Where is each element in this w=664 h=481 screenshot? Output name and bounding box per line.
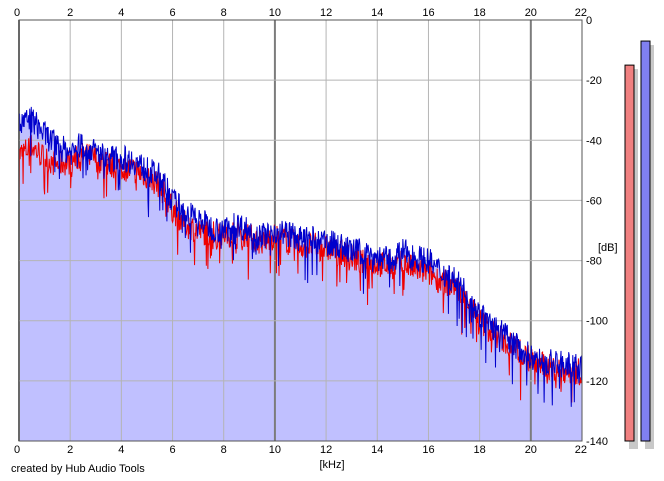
series-line-right-channel — [18, 106, 583, 407]
x-tick-label-bottom: 18 — [474, 444, 486, 456]
x-tick-label-bottom: 16 — [422, 444, 434, 456]
series-lines — [18, 106, 583, 407]
y-axis-label: [dB] — [598, 242, 618, 254]
x-tick-label-bottom: 10 — [269, 444, 281, 456]
x-tick-label-top: 4 — [118, 7, 124, 19]
x-tick-label-bottom: 14 — [371, 444, 383, 456]
y-tick-label: -100 — [586, 316, 608, 328]
x-tick-label-bottom: 6 — [169, 444, 175, 456]
level-meter-right — [640, 40, 651, 442]
spectrum-area — [19, 106, 582, 441]
x-tick-label-bottom: 0 — [14, 444, 20, 456]
x-tick-label-top: 22 — [575, 7, 587, 19]
y-tick-label: 0 — [586, 15, 592, 27]
x-tick-label-top: 12 — [320, 7, 332, 19]
axes: 002244668810101212141416161818202022220-… — [14, 7, 608, 456]
x-axis-label: [kHz] — [319, 459, 344, 471]
y-tick-label: -20 — [586, 75, 602, 87]
x-tick-label-top: 8 — [221, 7, 227, 19]
y-tick-label: -60 — [586, 195, 602, 207]
x-tick-label-top: 6 — [169, 7, 175, 19]
x-tick-label-bottom: 8 — [221, 444, 227, 456]
x-tick-label-bottom: 22 — [575, 444, 587, 456]
x-tick-label-bottom: 4 — [118, 444, 124, 456]
x-tick-label-bottom: 2 — [67, 444, 73, 456]
x-tick-label-top: 10 — [269, 7, 281, 19]
spectrum-fill — [19, 106, 582, 441]
x-tick-label-top: 18 — [474, 7, 486, 19]
y-tick-label: -80 — [586, 256, 602, 268]
y-tick-label: -40 — [586, 135, 602, 147]
series-line-left-channel — [18, 135, 583, 403]
credit-text: created by Hub Audio Tools — [11, 463, 145, 475]
plot-frame — [18, 19, 583, 442]
level-meter-left — [624, 64, 635, 442]
x-tick-label-bottom: 20 — [525, 444, 537, 456]
y-tick-label: -140 — [586, 436, 608, 448]
x-tick-label-bottom: 12 — [320, 444, 332, 456]
y-tick-label: -120 — [586, 376, 608, 388]
x-tick-label-top: 14 — [371, 7, 383, 19]
x-tick-label-top: 2 — [67, 7, 73, 19]
x-tick-label-top: 20 — [525, 7, 537, 19]
level-meters — [624, 40, 654, 450]
x-tick-label-top: 0 — [14, 7, 20, 19]
x-tick-label-top: 16 — [422, 7, 434, 19]
